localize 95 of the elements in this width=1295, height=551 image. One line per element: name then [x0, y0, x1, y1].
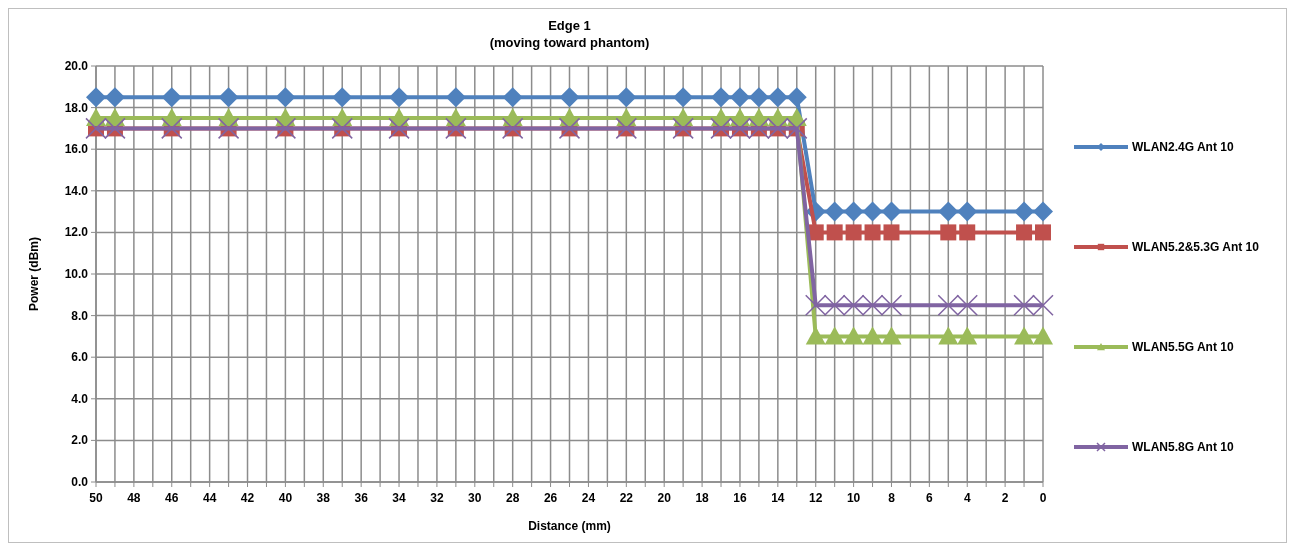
- x-tick-label: 36: [354, 491, 369, 505]
- point: [804, 294, 827, 316]
- x-tick-label: 4: [963, 491, 971, 505]
- point: [502, 87, 523, 108]
- point: [938, 201, 959, 222]
- point: [842, 294, 865, 316]
- x-tick-label: 32: [430, 491, 444, 505]
- point: [937, 294, 960, 316]
- y-tick-label: 2.0: [71, 433, 89, 448]
- point: [86, 87, 106, 108]
- x-tick-label: 42: [240, 491, 255, 505]
- point: [616, 87, 637, 108]
- x-tick-label: 44: [202, 491, 217, 505]
- point: [1032, 294, 1054, 316]
- point: [843, 326, 864, 345]
- x-tick-label: 14: [771, 491, 785, 505]
- point: [861, 294, 884, 316]
- x-tick-label: 6: [926, 491, 934, 505]
- point: [883, 224, 900, 241]
- y-tick-label: 10.0: [64, 267, 89, 281]
- x-tick-label: 16: [733, 491, 747, 505]
- point: [940, 224, 957, 241]
- point: [729, 87, 750, 108]
- point: [938, 326, 959, 345]
- point: [957, 201, 978, 222]
- point: [864, 224, 881, 241]
- legend-label: WLAN5.2&5.3G Ant 10: [1132, 240, 1260, 254]
- point: [881, 201, 902, 222]
- point: [862, 201, 883, 222]
- point: [824, 326, 845, 345]
- point: [959, 224, 976, 241]
- point: [956, 294, 978, 316]
- y-tick-label: 6.0: [71, 350, 89, 365]
- point: [881, 326, 902, 345]
- point: [1016, 224, 1033, 241]
- point: [559, 87, 580, 108]
- x-tick-label: 0: [1039, 491, 1047, 505]
- point: [218, 87, 239, 108]
- point: [957, 326, 978, 345]
- point: [845, 224, 862, 241]
- legend-label: WLAN5.8G Ant 10: [1132, 440, 1234, 454]
- point: [843, 201, 864, 222]
- x-tick-label: 40: [278, 491, 293, 505]
- point: [711, 87, 732, 108]
- point: [1035, 224, 1051, 241]
- point: [275, 87, 296, 108]
- x-tick-label: 28: [506, 491, 520, 505]
- point: [862, 326, 883, 345]
- y-tick-label: 8.0: [71, 308, 89, 323]
- x-tick-label: 8: [888, 491, 896, 505]
- point: [748, 87, 769, 108]
- point: [1014, 326, 1035, 345]
- point: [767, 87, 788, 108]
- x-tick-label: 12: [809, 491, 823, 505]
- x-tick-label: 24: [581, 491, 596, 505]
- point: [445, 87, 466, 108]
- x-tick-label: 34: [392, 491, 407, 505]
- y-axis-title: Power (dBm): [27, 236, 41, 312]
- point: [389, 87, 410, 108]
- y-tick-label: 18.0: [64, 100, 89, 115]
- y-tick-label: 20.0: [64, 59, 89, 73]
- y-tick-label: 12.0: [64, 225, 89, 240]
- point: [673, 87, 694, 108]
- point: [104, 87, 125, 108]
- point: [826, 224, 843, 241]
- x-tick-label: 50: [89, 491, 103, 505]
- x-axis-title: Distance (mm): [528, 519, 611, 533]
- x-tick-label: 26: [543, 491, 558, 505]
- chart-title: Edge 1 (moving toward phantom): [489, 18, 650, 50]
- point: [786, 87, 807, 108]
- point: [805, 326, 826, 345]
- x-tick-label: 10: [846, 491, 861, 505]
- point: [880, 294, 903, 316]
- x-tick-label: 22: [619, 491, 634, 505]
- legend-label: WLAN2.4G Ant 10: [1132, 140, 1234, 154]
- x-tick-label: 2: [1001, 491, 1009, 505]
- point: [332, 87, 353, 108]
- point: [1033, 201, 1053, 222]
- point: [1014, 201, 1035, 222]
- point: [1033, 326, 1053, 345]
- x-tick-label: 18: [695, 491, 710, 505]
- x-tick-label: 48: [127, 491, 141, 505]
- x-tick-label: 46: [165, 491, 179, 505]
- x-tick-label: 38: [316, 491, 331, 505]
- point: [161, 87, 182, 108]
- point: [824, 201, 845, 222]
- point: [823, 294, 846, 316]
- point: [1013, 294, 1035, 316]
- y-tick-label: 16.0: [64, 142, 89, 157]
- y-tick-label: 4.0: [71, 391, 89, 406]
- legend-label: WLAN5.5G Ant 10: [1132, 340, 1234, 354]
- y-tick-label: 14.0: [64, 183, 89, 198]
- y-tick-label: 0.0: [71, 475, 89, 489]
- x-tick-label: 20: [657, 491, 672, 505]
- x-tick-label: 30: [468, 491, 482, 505]
